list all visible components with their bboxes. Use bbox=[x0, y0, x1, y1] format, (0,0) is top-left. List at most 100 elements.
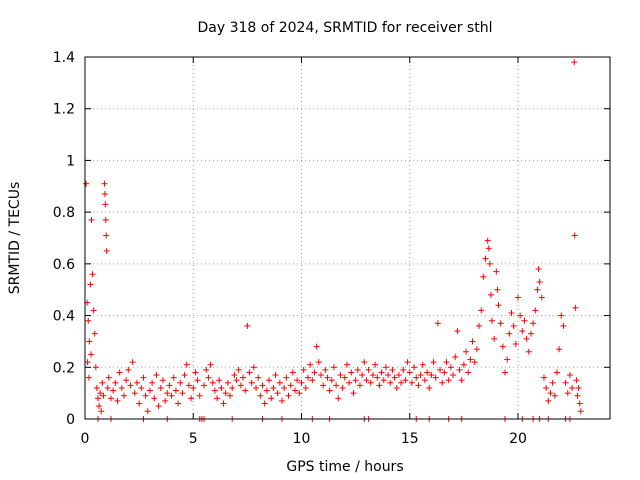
data-point bbox=[125, 366, 132, 373]
data-point bbox=[233, 377, 240, 384]
data-point bbox=[240, 374, 247, 381]
data-point bbox=[535, 266, 542, 273]
data-point bbox=[502, 369, 508, 376]
data-point bbox=[166, 382, 173, 389]
data-point bbox=[508, 309, 515, 316]
data-point bbox=[224, 379, 231, 386]
data-point bbox=[155, 403, 162, 410]
data-point bbox=[84, 359, 91, 366]
x-axis-label: GPS time / hours bbox=[286, 459, 403, 475]
data-point bbox=[430, 359, 437, 366]
data-point bbox=[216, 377, 223, 384]
data-point bbox=[313, 343, 320, 350]
data-point bbox=[335, 395, 342, 402]
data-point bbox=[525, 348, 532, 355]
data-point bbox=[93, 384, 100, 391]
data-point bbox=[175, 400, 182, 407]
data-point bbox=[486, 260, 493, 267]
data-point bbox=[172, 387, 179, 394]
data-point bbox=[330, 364, 337, 371]
data-point bbox=[246, 369, 253, 376]
data-point bbox=[101, 191, 108, 198]
data-point bbox=[447, 364, 454, 371]
data-point bbox=[575, 384, 582, 391]
data-point bbox=[517, 312, 524, 319]
x-tick-label: 10 bbox=[293, 431, 311, 447]
y-tick-label: 0.2 bbox=[53, 360, 75, 376]
data-point bbox=[261, 400, 268, 407]
data-point bbox=[473, 346, 480, 353]
data-point bbox=[268, 395, 275, 402]
data-point bbox=[102, 216, 109, 223]
data-point bbox=[417, 372, 424, 379]
x-tick-label: 0 bbox=[81, 431, 90, 447]
data-point bbox=[304, 374, 311, 381]
x-tick-label: 5 bbox=[189, 431, 198, 447]
data-point bbox=[471, 359, 478, 366]
data-point bbox=[391, 374, 398, 381]
data-point bbox=[424, 369, 431, 376]
data-point bbox=[103, 232, 110, 239]
data-point bbox=[292, 387, 298, 394]
data-point bbox=[558, 312, 565, 319]
data-point bbox=[387, 379, 394, 386]
data-point bbox=[556, 346, 563, 353]
data-point bbox=[512, 341, 519, 348]
data-point bbox=[270, 384, 277, 391]
data-point bbox=[201, 382, 208, 389]
axis-ticks: 0 5 10 15 20 0 0.2 0.4 0.6 0.8 1 1.2 1.4 bbox=[53, 50, 610, 447]
data-point bbox=[131, 390, 138, 397]
data-point bbox=[393, 384, 400, 391]
data-point bbox=[572, 304, 579, 311]
data-point bbox=[112, 379, 119, 386]
data-point bbox=[309, 377, 316, 384]
data-point bbox=[91, 330, 98, 337]
data-point bbox=[350, 390, 357, 397]
data-point bbox=[196, 392, 203, 399]
data-point bbox=[218, 384, 225, 391]
data-point bbox=[456, 366, 463, 373]
data-point bbox=[104, 384, 111, 391]
data-point bbox=[545, 397, 552, 404]
data-point bbox=[179, 390, 186, 397]
data-point bbox=[562, 379, 569, 386]
data-point bbox=[419, 361, 426, 368]
y-tick-label: 0.8 bbox=[53, 205, 75, 221]
y-tick-label: 0.6 bbox=[53, 257, 75, 273]
data-point bbox=[88, 351, 95, 358]
data-point bbox=[527, 330, 534, 337]
data-point bbox=[324, 374, 331, 381]
data-point bbox=[110, 387, 117, 394]
data-point bbox=[571, 59, 578, 66]
x-tick-label: 15 bbox=[401, 431, 419, 447]
data-point bbox=[395, 372, 402, 379]
data-point bbox=[129, 359, 136, 366]
data-point bbox=[536, 278, 543, 285]
data-point bbox=[400, 366, 407, 373]
chart-title: Day 318 of 2024, SRMTID for receiver sth… bbox=[198, 20, 493, 36]
data-point bbox=[296, 390, 303, 397]
data-point bbox=[250, 364, 257, 371]
data-point bbox=[140, 374, 147, 381]
data-point bbox=[94, 395, 101, 402]
data-point bbox=[493, 268, 500, 275]
data-point bbox=[207, 361, 214, 368]
data-point bbox=[361, 359, 368, 366]
x-tick-label: 20 bbox=[509, 431, 527, 447]
data-point bbox=[339, 384, 346, 391]
data-point bbox=[523, 335, 530, 342]
data-point bbox=[279, 397, 286, 404]
data-point bbox=[90, 307, 97, 314]
data-point bbox=[144, 408, 151, 415]
data-point bbox=[519, 328, 526, 335]
data-point bbox=[181, 372, 188, 379]
data-point bbox=[168, 392, 175, 399]
data-point bbox=[107, 395, 114, 402]
data-point bbox=[398, 379, 405, 386]
data-point bbox=[105, 374, 112, 381]
data-point bbox=[504, 356, 511, 363]
data-point bbox=[376, 382, 383, 389]
data-point bbox=[123, 377, 130, 384]
data-point bbox=[138, 384, 145, 391]
